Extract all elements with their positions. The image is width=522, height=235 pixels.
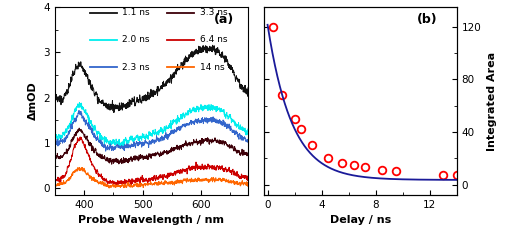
Y-axis label: Integrated Area: Integrated Area [487, 51, 497, 151]
Text: 14 ns: 14 ns [200, 63, 224, 72]
Text: 2.0 ns: 2.0 ns [123, 35, 150, 44]
X-axis label: Probe Wavelength / nm: Probe Wavelength / nm [78, 215, 224, 225]
Text: (a): (a) [214, 13, 234, 26]
Text: 6.4 ns: 6.4 ns [200, 35, 227, 44]
Text: 2.3 ns: 2.3 ns [123, 63, 150, 72]
X-axis label: Delay / ns: Delay / ns [329, 215, 391, 225]
Y-axis label: ΔmOD: ΔmOD [28, 82, 38, 120]
Text: 1.1 ns: 1.1 ns [123, 8, 150, 17]
Text: 3.3 ns: 3.3 ns [200, 8, 228, 17]
Text: (b): (b) [417, 13, 437, 26]
